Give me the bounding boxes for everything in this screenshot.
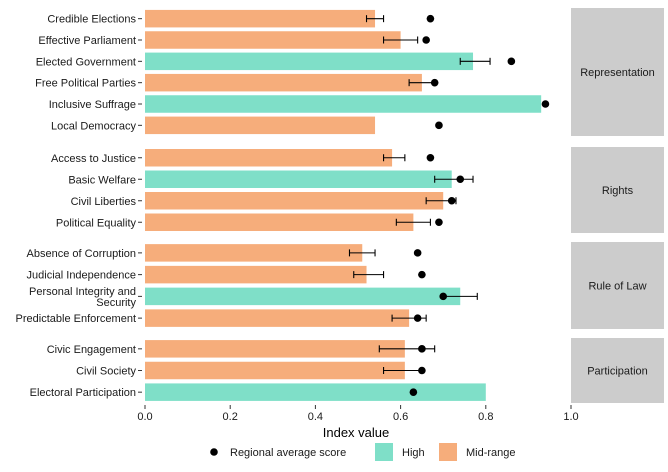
bar: [145, 340, 405, 358]
category-label: Effective Parliament: [38, 35, 136, 47]
legend-swatch-mid-range: [439, 443, 457, 461]
facet-rights: Rights Access to Justice Basic Welfare Civi…: [51, 147, 664, 233]
facet-strip: [571, 338, 664, 403]
category-label: Personal Integrity and: [29, 286, 136, 298]
bar-row: Civil Liberties: [71, 192, 457, 210]
bar-row: Local Democracy: [51, 116, 443, 135]
facet-label: Rights: [602, 185, 634, 197]
average-point: [409, 388, 418, 396]
bar: [145, 244, 363, 262]
bar: [145, 287, 461, 306]
category-label: Local Democracy: [51, 120, 136, 132]
facet-strip: [571, 8, 664, 136]
x-tick-label: 1.0: [563, 411, 578, 423]
category-label: Judicial Independence: [27, 270, 136, 282]
bar: [145, 213, 414, 231]
bar-row: Electoral Participation: [30, 383, 486, 401]
average-point: [422, 36, 430, 44]
bar-row: Credible Elections: [47, 9, 435, 28]
average-point: [418, 270, 426, 279]
legend-label-high: High: [402, 447, 425, 459]
legend-swatch-high: [375, 443, 393, 461]
legend: Regional average score High Mid-range: [210, 443, 516, 461]
bar: [145, 9, 376, 28]
category-label: Security: [96, 297, 136, 309]
average-point: [418, 366, 426, 375]
average-point: [413, 314, 422, 322]
facet-strip: [571, 147, 664, 233]
bar: [145, 52, 474, 71]
x-tick-label: 0.4: [308, 411, 323, 423]
legend-point-marker: [210, 448, 218, 456]
facet-label: Participation: [587, 366, 648, 378]
x-tick-label: 0.2: [223, 411, 238, 423]
bar: [145, 383, 486, 401]
bar: [145, 309, 410, 327]
bar-row: Civil Society: [76, 361, 426, 380]
bar: [145, 31, 401, 49]
facet-representation: Representation Credible Elections Effectiv…: [35, 8, 664, 136]
category-label: Civic Engagement: [47, 344, 136, 356]
average-point: [439, 292, 448, 301]
average-point: [507, 57, 516, 66]
category-label: Political Equality: [56, 217, 137, 229]
bar: [145, 192, 444, 210]
bar: [145, 95, 542, 113]
facet-participation: Participation Civic Engagement Civil Socie…: [30, 338, 664, 403]
bar-row: Access to Justice: [51, 149, 435, 167]
category-label: Civil Liberties: [71, 196, 137, 208]
bar-row: Judicial Independence: [27, 265, 426, 284]
category-label: Absence of Corruption: [27, 248, 136, 260]
facet-rule-of-law: Rule of Law Absence of Corruption Judicial…: [16, 242, 664, 329]
category-label: Free Political Parties: [35, 78, 136, 90]
facet-strip: [571, 242, 664, 329]
average-point: [435, 121, 443, 130]
bar-row: Predictable Enforcement: [16, 309, 427, 327]
average-point: [435, 218, 443, 227]
average-point: [426, 14, 435, 23]
x-tick-label: 0.8: [478, 411, 493, 423]
legend-point-label: Regional average score: [230, 447, 346, 459]
facet-label: Representation: [580, 67, 655, 79]
legend-label-mid-range: Mid-range: [466, 447, 516, 459]
bar: [145, 73, 422, 92]
category-label: Credible Elections: [47, 14, 136, 26]
bar-row: Effective Parliament: [38, 31, 430, 49]
bar-row: Basic Welfare: [68, 170, 474, 188]
bar-row: Political Equality: [56, 213, 443, 231]
x-axis: 0.0 0.2 0.4 0.6 0.8 1.0: [137, 405, 579, 423]
facet-label: Rule of Law: [588, 281, 646, 293]
average-point: [456, 175, 465, 184]
average-point: [541, 100, 550, 108]
x-tick-label: 0.0: [137, 411, 152, 423]
average-point: [426, 153, 435, 162]
bar: [145, 116, 376, 135]
category-label: Basic Welfare: [68, 174, 136, 186]
bar: [145, 265, 367, 284]
category-label: Access to Justice: [51, 153, 136, 165]
category-label: Predictable Enforcement: [16, 313, 136, 325]
x-tick-label: 0.6: [393, 411, 408, 423]
average-point: [413, 249, 422, 257]
average-point: [447, 196, 456, 205]
bar-row: Civic Engagement: [47, 340, 436, 358]
average-point: [430, 78, 439, 87]
bar: [145, 170, 452, 188]
x-axis-title: Index value: [323, 425, 390, 440]
plot-area: Representation Credible Elections Effectiv…: [16, 8, 664, 403]
bar-row: Absence of Corruption: [27, 244, 422, 262]
category-label: Elected Government: [36, 56, 136, 68]
bar: [145, 149, 393, 167]
category-label: Civil Society: [76, 366, 136, 378]
bar-row: Inclusive Suffrage: [49, 95, 550, 113]
category-label: Electoral Participation: [30, 387, 136, 399]
bar-row: Free Political Parties: [35, 73, 439, 92]
bar-row: Elected Government: [36, 52, 516, 71]
category-label: Inclusive Suffrage: [49, 99, 136, 111]
average-point: [418, 345, 426, 353]
bar: [145, 361, 405, 380]
